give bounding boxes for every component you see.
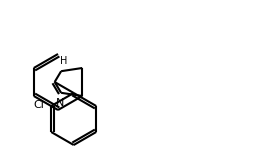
Text: H: H <box>60 56 68 66</box>
Text: N: N <box>56 98 64 108</box>
Text: Cl: Cl <box>33 100 44 110</box>
